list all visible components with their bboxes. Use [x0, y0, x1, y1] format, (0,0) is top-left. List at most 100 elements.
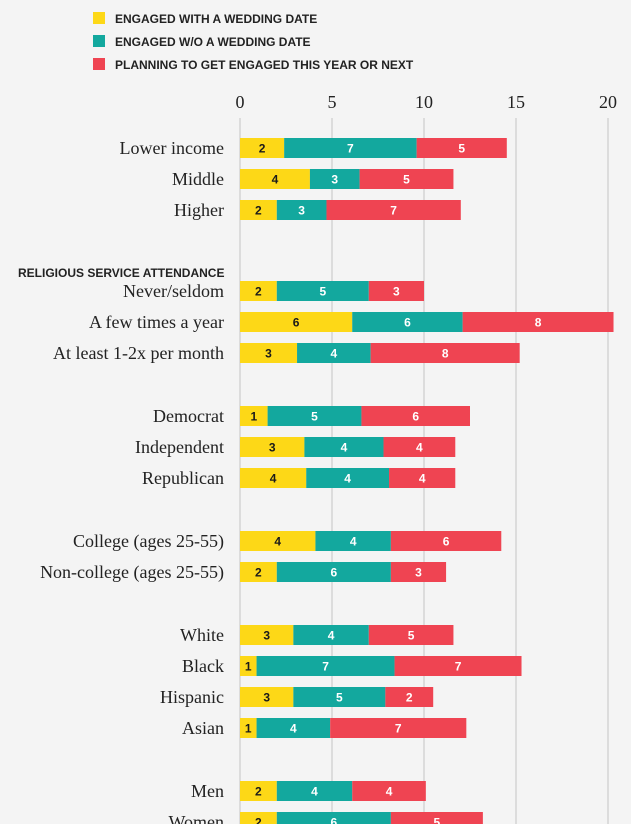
- bar-row: Republican 4 4 4: [142, 468, 456, 488]
- data-label: 4: [274, 535, 281, 549]
- data-label: 7: [347, 142, 354, 156]
- legend-label-1: ENGAGED WITH A WEDDING DATE: [115, 12, 317, 26]
- category-label: White: [180, 625, 224, 645]
- bar-segment-series-1: [240, 531, 316, 551]
- legend-label-3: PLANNING TO GET ENGAGED THIS YEAR OR NEX…: [115, 58, 414, 72]
- data-label: 4: [341, 441, 348, 455]
- x-tick-label: 15: [507, 92, 525, 112]
- group-title: RELIGIOUS SERVICE ATTENDANCE: [18, 266, 224, 280]
- category-label: Non-college (ages 25-55): [40, 562, 224, 583]
- data-label: 4: [419, 472, 426, 486]
- bar-segment-series-3: [394, 656, 522, 676]
- data-label: 6: [412, 410, 419, 424]
- legend-swatch-2: [93, 35, 105, 47]
- bar-segment-series-1: [240, 656, 257, 676]
- bar-segment-series-3: [390, 531, 502, 551]
- data-label: 5: [434, 816, 441, 824]
- bar-row: A few times a year 6 6 8: [89, 312, 614, 332]
- data-label: 4: [416, 441, 423, 455]
- bar-segment-series-2: [284, 138, 417, 158]
- x-tick-label: 10: [415, 92, 433, 112]
- data-label: 2: [255, 285, 262, 299]
- bar-segment-series-3: [390, 562, 447, 582]
- bar-row: Independent 3 4 4: [135, 437, 456, 457]
- bar-segment-series-2: [297, 343, 371, 363]
- data-label: 6: [330, 816, 337, 824]
- data-label: 6: [443, 535, 450, 549]
- bar-segment-series-2: [276, 812, 391, 824]
- bar-segment-series-1: [240, 781, 277, 801]
- data-label: 8: [535, 316, 542, 330]
- data-label: 7: [455, 660, 462, 674]
- bar-segment-series-3: [462, 312, 614, 332]
- data-label: 4: [270, 472, 277, 486]
- bar-segment-series-2: [309, 169, 360, 189]
- category-label: Lower income: [120, 138, 224, 158]
- data-label: 7: [395, 722, 402, 736]
- bar-segment-series-1: [240, 281, 277, 301]
- x-tick-label: 0: [236, 92, 245, 112]
- category-label: Republican: [142, 468, 224, 488]
- data-label: 2: [255, 785, 262, 799]
- data-label: 4: [272, 173, 279, 187]
- bar-segment-series-3: [383, 437, 456, 457]
- category-label: Asian: [182, 718, 224, 738]
- bar-segment-series-1: [240, 468, 307, 488]
- bar-row: Men 2 4 4: [191, 781, 426, 801]
- data-label: 5: [336, 691, 343, 705]
- bar-segment-series-3: [359, 169, 454, 189]
- data-label: 1: [245, 722, 252, 736]
- bar-row: Women 2 6 5: [168, 812, 483, 824]
- data-label: 3: [415, 566, 422, 580]
- data-label: 2: [406, 691, 413, 705]
- bar-row: Non-college (ages 25-55) 2 6 3: [40, 562, 447, 583]
- data-label: 7: [390, 204, 397, 218]
- bar-segment-series-2: [293, 687, 386, 707]
- data-label: 3: [298, 204, 305, 218]
- category-label: College (ages 25-55): [73, 531, 224, 552]
- data-label: 4: [330, 347, 337, 361]
- data-label: 3: [331, 173, 338, 187]
- data-label: 3: [393, 285, 400, 299]
- data-label: 5: [408, 629, 415, 643]
- bar-segment-series-3: [330, 718, 467, 738]
- data-label: 4: [290, 722, 297, 736]
- data-label: 1: [250, 410, 257, 424]
- category-label: Higher: [174, 200, 224, 220]
- data-label: 5: [319, 285, 326, 299]
- legend-swatch-1: [93, 12, 105, 24]
- bar-segment-series-2: [315, 531, 391, 551]
- data-label: 2: [255, 204, 262, 218]
- data-label: 2: [255, 816, 262, 824]
- bar-segment-series-1: [240, 625, 294, 645]
- bar-segment-series-3: [368, 625, 454, 645]
- bar-row: Never/seldom 2 5 3: [123, 281, 424, 301]
- x-tick-label: 5: [328, 92, 337, 112]
- category-label: Black: [182, 656, 224, 676]
- bar-segment-series-2: [276, 200, 327, 220]
- x-axis-ticks: 0 5 10 15 20: [236, 92, 618, 112]
- bar-segment-series-2: [267, 406, 362, 426]
- category-label: Middle: [172, 169, 224, 189]
- bar-segment-series-3: [368, 281, 424, 301]
- bar-segment-series-1: [240, 687, 294, 707]
- bar-row: College (ages 25-55) 4 4 6: [73, 531, 502, 552]
- bar-row: White 3 4 5: [180, 625, 454, 645]
- data-label: 7: [322, 660, 329, 674]
- data-label: 3: [269, 441, 276, 455]
- data-label: 5: [458, 142, 465, 156]
- data-label: 4: [328, 629, 335, 643]
- bar-segment-series-1: [240, 138, 285, 158]
- bar-segment-series-3: [390, 812, 483, 824]
- bar-row: Middle 4 3 5: [172, 169, 454, 189]
- bar-segment-series-2: [276, 562, 391, 582]
- data-label: 6: [330, 566, 337, 580]
- legend: ENGAGED WITH A WEDDING DATE ENGAGED W/O A…: [93, 12, 414, 72]
- bar-segment-series-2: [304, 437, 384, 457]
- data-label: 5: [311, 410, 318, 424]
- data-label: 6: [293, 316, 300, 330]
- bar-segment-series-3: [389, 468, 456, 488]
- bar-segment-series-2: [276, 281, 369, 301]
- chart-rows: Lower income 2 7 5 Middle 4 3 5 Higher 2 3 7 RELIGIO…: [18, 138, 614, 824]
